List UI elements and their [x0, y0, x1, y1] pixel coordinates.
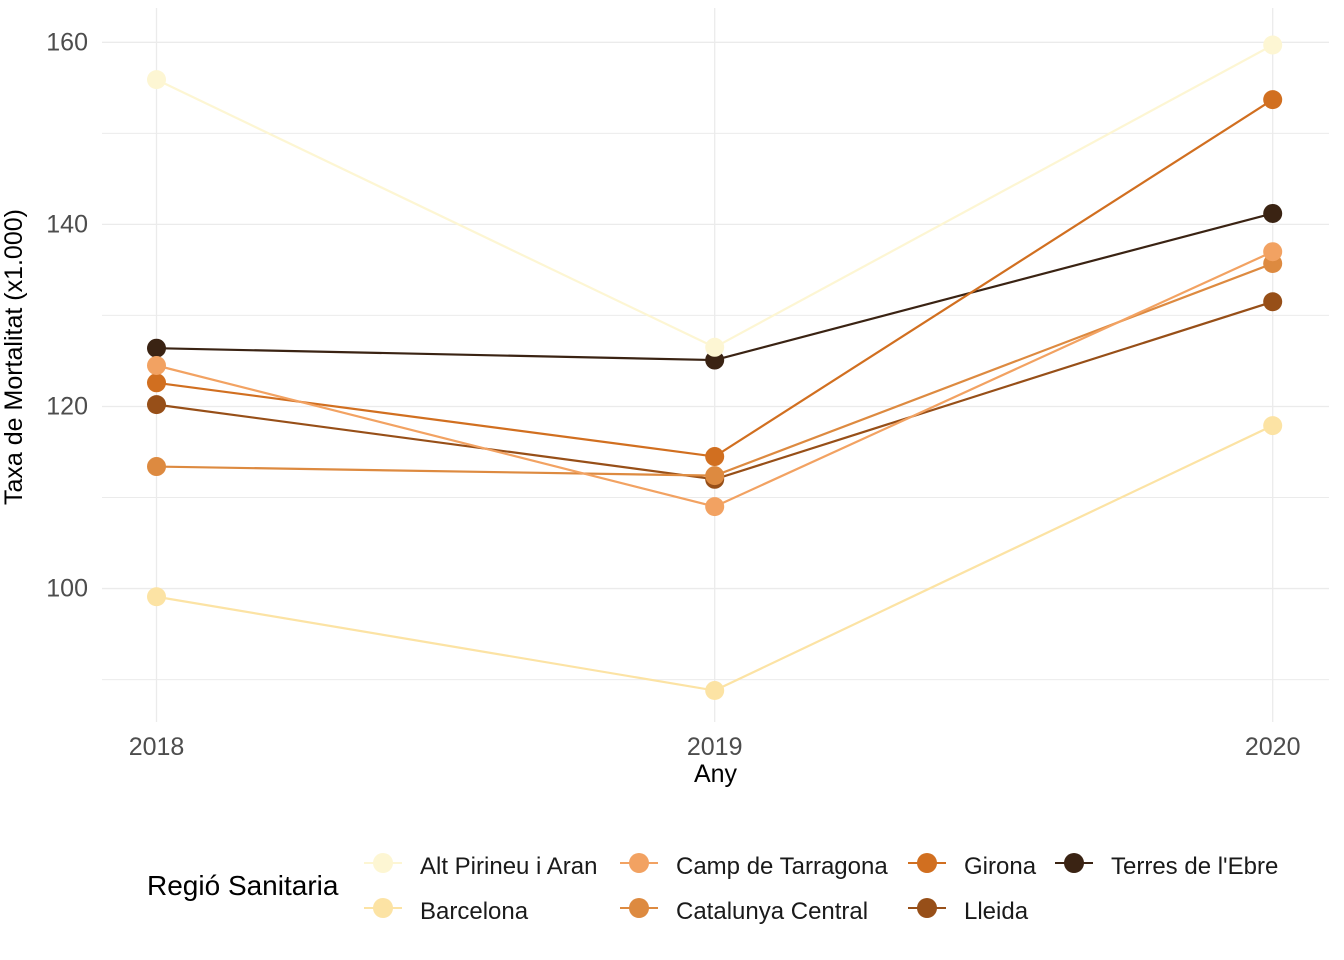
svg-text:160: 160: [46, 28, 88, 56]
svg-text:2020: 2020: [1245, 733, 1301, 761]
svg-text:2018: 2018: [129, 733, 185, 761]
svg-text:100: 100: [46, 575, 88, 603]
svg-text:120: 120: [46, 392, 88, 420]
svg-text:140: 140: [46, 210, 88, 238]
svg-text:2019: 2019: [687, 733, 743, 761]
